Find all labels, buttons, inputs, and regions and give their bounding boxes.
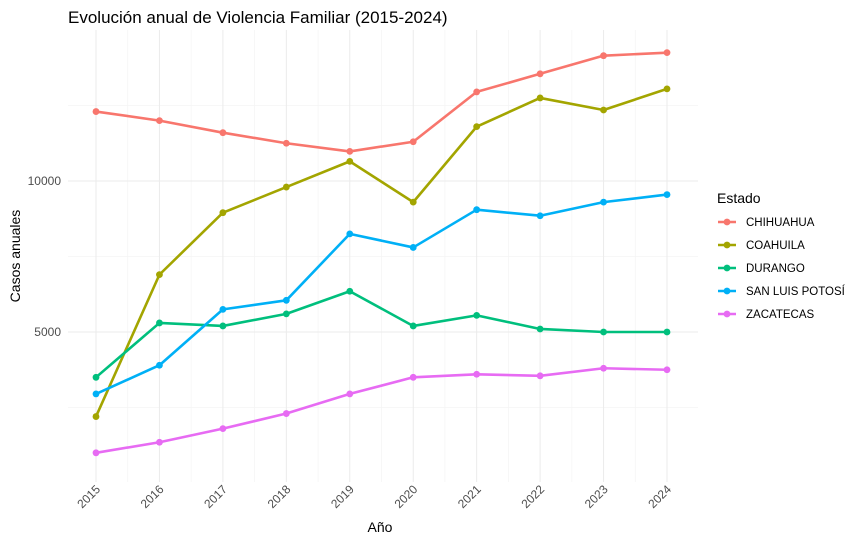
x-tick-label: 2021 bbox=[455, 482, 484, 511]
legend-key-point bbox=[723, 264, 731, 272]
data-point bbox=[282, 410, 290, 417]
series-line bbox=[94, 87, 668, 418]
x-tick-label: 2024 bbox=[645, 482, 674, 511]
data-point bbox=[473, 370, 481, 378]
y-axis-title: Casos anuales bbox=[7, 210, 23, 303]
x-tick-label: 2020 bbox=[392, 482, 421, 511]
data-point bbox=[156, 117, 163, 124]
series-lines bbox=[94, 51, 668, 455]
data-point bbox=[219, 322, 227, 330]
data-point bbox=[282, 310, 290, 318]
data-point bbox=[409, 198, 417, 206]
data-point bbox=[600, 328, 607, 336]
series-line bbox=[95, 51, 668, 153]
grid bbox=[68, 30, 698, 482]
data-point bbox=[156, 319, 163, 327]
series-line bbox=[95, 366, 668, 455]
legend: Estado CHIHUAHUA COAHUILA DURANGO SAN LUIS … bbox=[717, 190, 846, 321]
data-point bbox=[156, 361, 163, 369]
data-point bbox=[92, 449, 100, 457]
data-point bbox=[409, 138, 417, 146]
data-point bbox=[473, 311, 481, 319]
chart-title: Evolución anual de Violencia Familiar (2… bbox=[68, 8, 448, 27]
legend-label: SAN LUIS POTOSÍ bbox=[746, 285, 846, 298]
legend-label: ZACATECAS bbox=[746, 309, 814, 321]
data-point bbox=[536, 212, 544, 220]
x-tick-label: 2018 bbox=[265, 482, 294, 511]
data-point bbox=[536, 325, 544, 333]
data-point bbox=[473, 206, 481, 214]
x-tick-label: 2016 bbox=[138, 482, 167, 511]
legend-key-point bbox=[723, 310, 731, 318]
x-tick-label: 2023 bbox=[582, 482, 611, 511]
data-point bbox=[663, 191, 671, 198]
legend-key-point bbox=[723, 241, 731, 249]
data-point bbox=[346, 287, 354, 295]
data-point bbox=[346, 390, 354, 398]
data-point bbox=[663, 85, 671, 93]
data-point bbox=[409, 244, 417, 251]
data-point bbox=[663, 366, 671, 374]
data-point bbox=[473, 88, 481, 96]
data-point bbox=[536, 372, 544, 380]
data-point bbox=[663, 49, 671, 57]
data-point bbox=[282, 139, 290, 147]
x-tick-label: 2015 bbox=[74, 482, 103, 511]
data-point bbox=[600, 106, 607, 114]
data-point bbox=[600, 364, 607, 372]
data-point bbox=[473, 123, 481, 131]
data-point bbox=[409, 322, 417, 330]
series-points bbox=[92, 49, 671, 457]
data-point bbox=[92, 390, 100, 398]
x-axis-ticks: 2015 2016 2017 2018 2019 2020 2021 2022 2023 2024 bbox=[74, 482, 674, 511]
x-axis-title: Año bbox=[368, 519, 393, 535]
data-point bbox=[346, 157, 354, 165]
data-point bbox=[346, 230, 354, 238]
data-point bbox=[92, 108, 100, 115]
data-point bbox=[92, 373, 100, 381]
series-line bbox=[95, 193, 668, 396]
data-point bbox=[156, 271, 163, 279]
data-point bbox=[219, 129, 227, 137]
data-point bbox=[219, 425, 227, 433]
data-point bbox=[282, 296, 290, 304]
data-point bbox=[92, 413, 100, 420]
data-point bbox=[156, 438, 163, 446]
series-line bbox=[95, 289, 667, 379]
legend-title: Estado bbox=[717, 190, 761, 206]
data-point bbox=[536, 94, 544, 102]
data-point bbox=[219, 209, 227, 217]
data-point bbox=[600, 198, 607, 206]
legend-label: DURANGO bbox=[746, 263, 805, 275]
data-point bbox=[346, 148, 354, 155]
legend-key-point bbox=[723, 287, 731, 295]
data-point bbox=[409, 373, 417, 381]
data-point bbox=[282, 183, 290, 191]
data-point bbox=[536, 70, 544, 78]
y-tick-label: 5000 bbox=[34, 325, 61, 339]
x-tick-label: 2017 bbox=[201, 482, 230, 511]
x-tick-label: 2022 bbox=[518, 482, 547, 511]
x-tick-label: 2019 bbox=[328, 482, 357, 511]
y-axis-ticks: 5000 10000 bbox=[28, 174, 62, 339]
legend-label: COAHUILA bbox=[746, 240, 805, 252]
legend-key-point bbox=[723, 218, 731, 226]
data-point bbox=[663, 328, 671, 336]
y-tick-label: 10000 bbox=[28, 174, 62, 188]
legend-label: CHIHUAHUA bbox=[746, 217, 815, 229]
data-point bbox=[600, 52, 607, 60]
data-point bbox=[219, 305, 227, 313]
